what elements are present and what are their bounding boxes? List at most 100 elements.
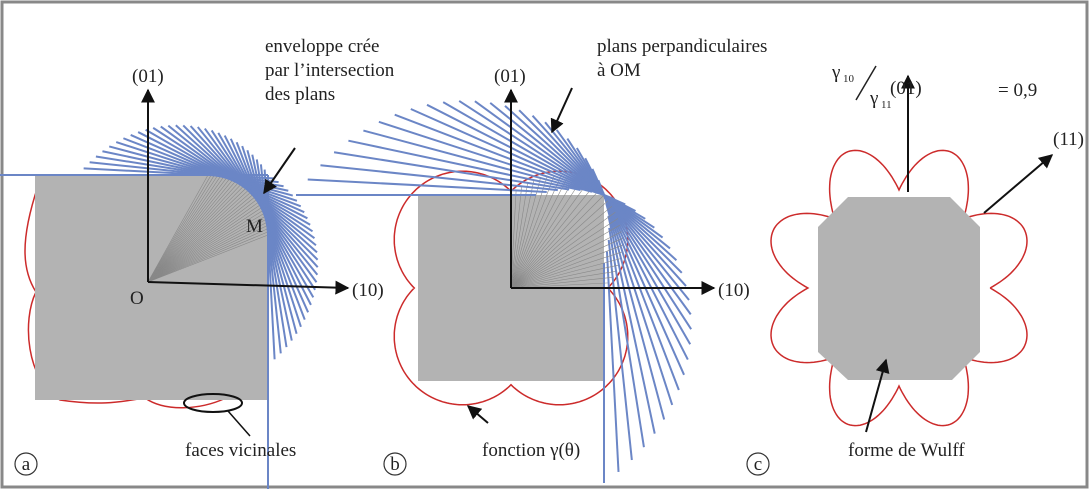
radius-line	[510, 217, 620, 289]
radius-line	[510, 211, 617, 289]
radius-line	[510, 179, 582, 289]
plane-line	[458, 100, 655, 229]
radius-line	[510, 194, 605, 289]
point-label: O	[130, 288, 144, 309]
gray-shape	[35, 175, 268, 400]
radius-line	[510, 264, 619, 289]
radius-line	[510, 251, 623, 289]
panel-label: b	[390, 454, 400, 475]
radius-line	[147, 175, 218, 283]
annotation: par l’intersection	[265, 60, 395, 81]
radius-line	[147, 234, 269, 283]
plane-line	[474, 100, 664, 239]
plane-line	[320, 164, 558, 192]
axis-label: (01)	[890, 78, 922, 99]
arrow	[466, 405, 489, 424]
axis-arrow	[983, 154, 1054, 214]
ratio-symbol: γ	[831, 62, 840, 83]
radius-line	[147, 190, 249, 283]
plane-line	[602, 191, 674, 406]
plane-line	[89, 161, 279, 184]
radius-line	[147, 178, 230, 283]
radius-line	[510, 177, 575, 289]
radius-line	[147, 228, 268, 283]
radius-line	[147, 186, 244, 283]
ratio-slash	[855, 65, 877, 101]
radius-line	[147, 199, 257, 283]
radius-line	[147, 219, 267, 283]
radius-line	[510, 224, 622, 289]
radius-line	[147, 202, 259, 283]
radius-line	[147, 207, 262, 283]
radius-line	[147, 174, 209, 283]
plane-line	[489, 102, 671, 250]
plane-line	[566, 137, 692, 330]
plane-line	[108, 145, 294, 197]
ratio-subscript: 11	[881, 99, 892, 111]
panel-label: a	[22, 454, 31, 475]
radius-line	[510, 230, 623, 289]
panel-badge	[14, 452, 38, 476]
radius-line	[510, 182, 528, 289]
radius-line	[510, 190, 600, 289]
annotation: plans perpandiculaires	[597, 36, 767, 57]
radius-line	[147, 174, 212, 283]
plane-line	[363, 129, 593, 193]
radius-line	[510, 186, 594, 289]
plane-line	[605, 203, 666, 420]
plane-line	[241, 145, 302, 328]
panel-badge	[383, 452, 407, 476]
radius-line	[510, 182, 588, 289]
arrow	[865, 358, 890, 433]
panel-label: c	[754, 454, 762, 475]
panel-c	[770, 74, 1054, 433]
radius-line	[147, 181, 236, 283]
note: fonction γ(θ)	[482, 440, 580, 461]
radius-line	[510, 258, 622, 289]
note: faces vicinales	[185, 440, 296, 461]
ratio-symbol: γ	[869, 88, 878, 109]
radius-line	[510, 175, 555, 289]
panel-badge	[746, 452, 770, 476]
radius-line	[147, 176, 224, 283]
plane-line	[394, 113, 615, 200]
radius-line	[510, 205, 613, 289]
axis-label: (10)	[352, 280, 384, 301]
plane-line	[235, 141, 306, 320]
plane-line	[83, 167, 274, 180]
radius-line	[147, 177, 227, 283]
plane-line	[608, 227, 645, 448]
radius-line	[147, 225, 268, 283]
plane-line	[607, 215, 656, 434]
plane-line	[607, 239, 633, 461]
radius-line	[510, 176, 548, 289]
radius-line	[510, 180, 535, 289]
plane-line	[102, 150, 289, 192]
radius-line	[147, 213, 265, 283]
ratio-subscript: 10	[843, 73, 855, 85]
radius-line	[147, 222, 267, 283]
radius-line	[510, 237, 624, 289]
radius-line	[147, 188, 246, 283]
annotation: enveloppe crée	[265, 36, 379, 57]
note: forme de Wulff	[848, 440, 965, 461]
radius-line	[147, 192, 251, 283]
axis-arrow	[147, 280, 350, 295]
radius-line	[147, 216, 266, 283]
plane-line	[544, 121, 690, 301]
radius-line	[147, 182, 239, 283]
radius-line	[510, 176, 569, 289]
axis-label: (01)	[494, 66, 526, 87]
red-curve	[770, 149, 1028, 427]
panel-b	[296, 87, 716, 483]
radius-line	[510, 271, 617, 289]
annotation: à OM	[597, 60, 641, 81]
radius-line	[147, 197, 255, 283]
highlight-ellipse	[183, 393, 243, 413]
radius-line	[510, 177, 541, 289]
radius-line	[147, 184, 241, 283]
radius-line	[510, 186, 522, 289]
axis-label: (01)	[132, 66, 164, 87]
